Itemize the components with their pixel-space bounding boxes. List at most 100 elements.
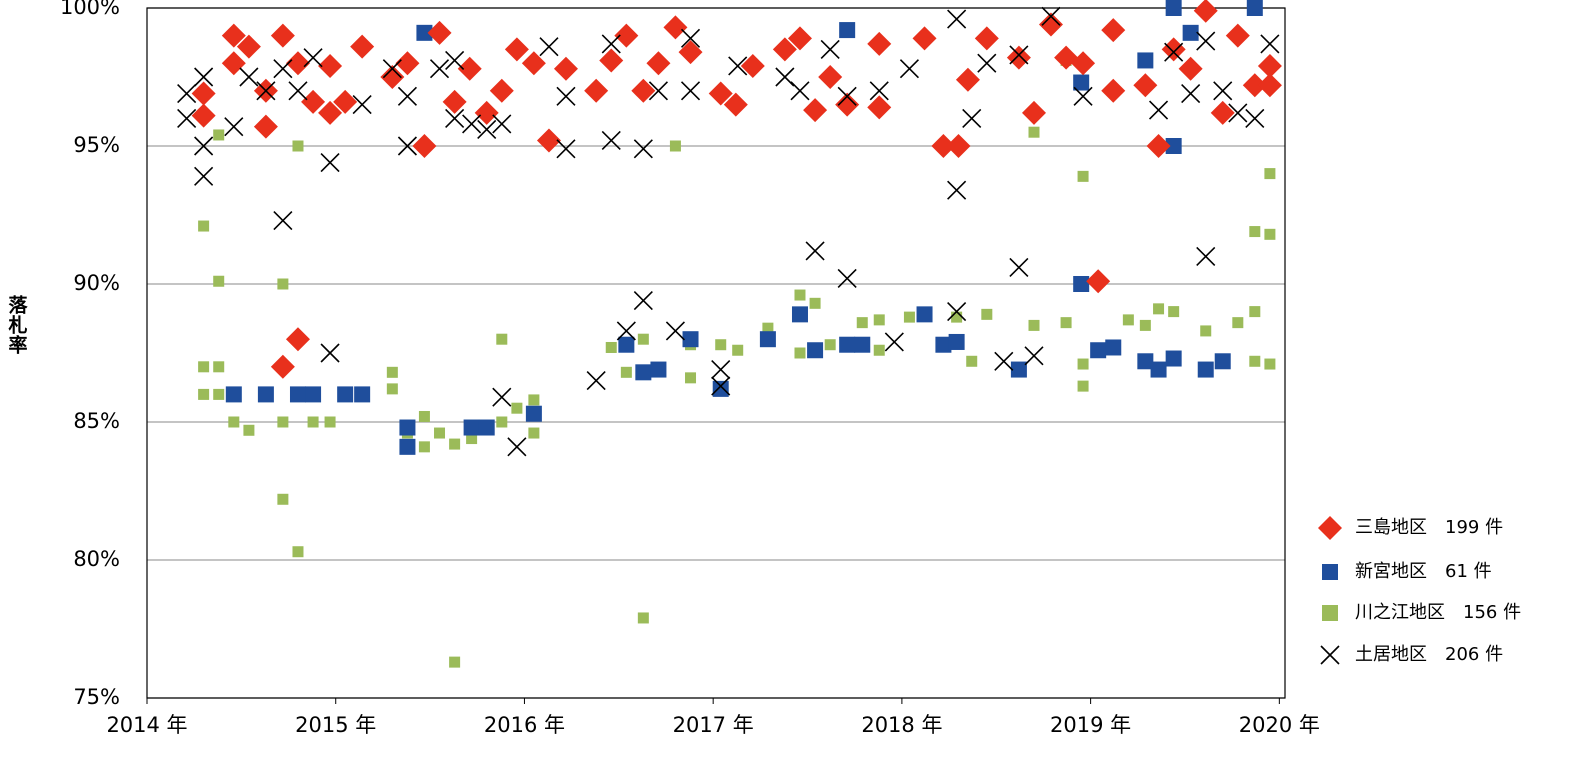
- point: [947, 9, 967, 29]
- point: [427, 20, 452, 45]
- legend-label: 三島地区 199 件: [1355, 517, 1503, 538]
- point: [285, 327, 310, 352]
- point: [977, 53, 997, 73]
- point: [981, 308, 993, 320]
- point: [270, 23, 295, 48]
- point: [955, 67, 980, 92]
- point: [635, 364, 652, 381]
- point: [584, 78, 609, 103]
- point: [397, 136, 418, 156]
- point: [511, 402, 523, 414]
- point: [177, 108, 197, 128]
- point: [1010, 361, 1027, 378]
- point: [1264, 228, 1276, 240]
- point: [794, 289, 806, 301]
- point: [213, 361, 225, 373]
- point: [620, 366, 632, 378]
- point: [288, 81, 308, 101]
- point: [386, 366, 398, 378]
- point: [382, 59, 402, 79]
- point: [213, 388, 225, 400]
- point: [289, 386, 306, 403]
- point: [198, 388, 210, 400]
- point: [1122, 314, 1134, 326]
- point: [669, 140, 681, 152]
- point: [723, 92, 748, 117]
- point: [273, 59, 293, 79]
- point: [462, 114, 482, 134]
- point: [803, 98, 828, 123]
- point: [1009, 45, 1029, 65]
- point: [496, 416, 508, 428]
- point: [1148, 100, 1169, 120]
- point: [496, 333, 508, 345]
- point: [1228, 103, 1248, 123]
- point: [682, 331, 699, 348]
- y-tick-label: 90%: [73, 271, 120, 295]
- point: [303, 48, 323, 68]
- point: [507, 437, 527, 457]
- point: [1137, 353, 1154, 370]
- point: [994, 351, 1014, 371]
- point: [1181, 83, 1201, 104]
- point: [867, 95, 892, 120]
- point: [869, 81, 889, 101]
- point: [333, 89, 358, 114]
- point: [1178, 56, 1203, 81]
- point: [320, 152, 340, 173]
- point: [191, 103, 216, 128]
- point: [772, 37, 797, 62]
- point: [449, 438, 461, 450]
- point: [194, 166, 214, 186]
- point: [386, 383, 398, 395]
- point: [839, 22, 856, 39]
- point: [1009, 257, 1029, 278]
- x-tick-label: 2018 年: [861, 713, 942, 737]
- point: [1105, 339, 1122, 356]
- point: [1168, 306, 1180, 318]
- point: [680, 81, 701, 101]
- y-axis-label: 落札率: [6, 294, 29, 355]
- point: [807, 342, 824, 359]
- point: [257, 386, 274, 403]
- point: [1232, 317, 1244, 329]
- point: [916, 306, 933, 323]
- point: [489, 78, 514, 103]
- point: [648, 81, 669, 101]
- point: [633, 290, 653, 311]
- point: [678, 40, 703, 65]
- point: [273, 210, 293, 231]
- point: [631, 78, 656, 103]
- point: [947, 302, 967, 322]
- point: [412, 134, 437, 158]
- point: [616, 321, 636, 341]
- point: [873, 344, 885, 356]
- point: [1077, 380, 1089, 392]
- point: [256, 81, 276, 101]
- legend-marker: [1318, 516, 1342, 540]
- point: [556, 139, 576, 159]
- point: [1133, 73, 1158, 98]
- point: [974, 26, 999, 51]
- point: [307, 416, 319, 428]
- point: [213, 129, 225, 141]
- point: [935, 336, 952, 353]
- point: [931, 134, 956, 158]
- point: [397, 86, 418, 106]
- point: [1249, 306, 1261, 318]
- point: [399, 419, 416, 436]
- point: [899, 59, 920, 79]
- point: [1164, 42, 1184, 62]
- point: [732, 344, 744, 356]
- point: [1246, 0, 1263, 16]
- point: [775, 67, 795, 87]
- point: [712, 380, 729, 397]
- point: [708, 81, 733, 106]
- point: [837, 86, 857, 106]
- point: [318, 100, 343, 125]
- point: [966, 355, 978, 367]
- point: [350, 34, 375, 59]
- point: [820, 39, 840, 59]
- point: [270, 354, 295, 379]
